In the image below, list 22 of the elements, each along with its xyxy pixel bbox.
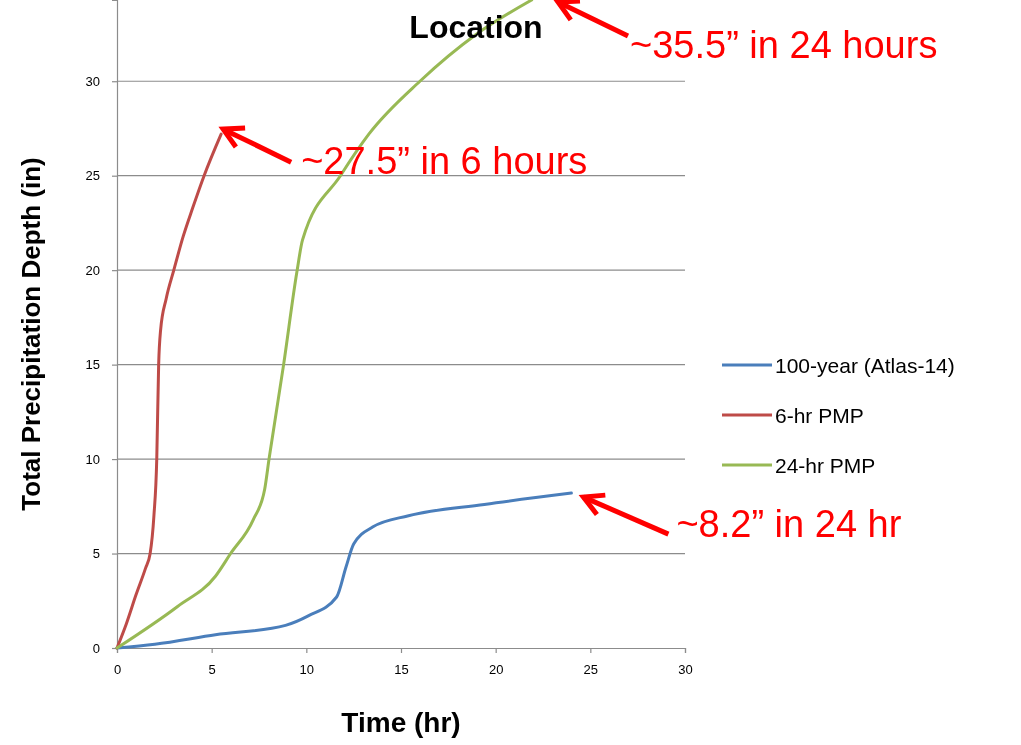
y-tick-label: 30 — [85, 73, 100, 89]
y-tick-label: 20 — [85, 262, 100, 278]
legend-label: 6-hr PMP — [775, 404, 864, 427]
x-tick-label: 10 — [299, 662, 315, 678]
y-tick-label: 5 — [92, 546, 100, 562]
y-tick-label: 25 — [85, 168, 100, 184]
annotation: ~8.2” in 24 hr — [676, 503, 902, 546]
legend-label: 100-year (Atlas-14) — [775, 354, 955, 377]
x-tick-label: 20 — [488, 662, 504, 678]
x-tick-label: 5 — [208, 662, 216, 678]
annotation: ~35.5” in 24 hours — [630, 24, 938, 66]
y-axis-title: Total Precipitation Depth (in) — [16, 157, 46, 511]
x-axis-title: Time (hr) — [341, 707, 461, 738]
y-tick-label: 0 — [92, 640, 100, 656]
line-series — [115, 132, 223, 650]
y-tick-label: 10 — [85, 451, 100, 467]
x-tick-label: 25 — [583, 662, 599, 678]
x-tick-label: 30 — [678, 662, 693, 678]
legend-label: 24-hr PMP — [775, 454, 876, 477]
y-tick-label: 15 — [85, 357, 100, 373]
x-tick-label: 0 — [113, 662, 122, 678]
x-tick-label: 15 — [394, 662, 409, 678]
